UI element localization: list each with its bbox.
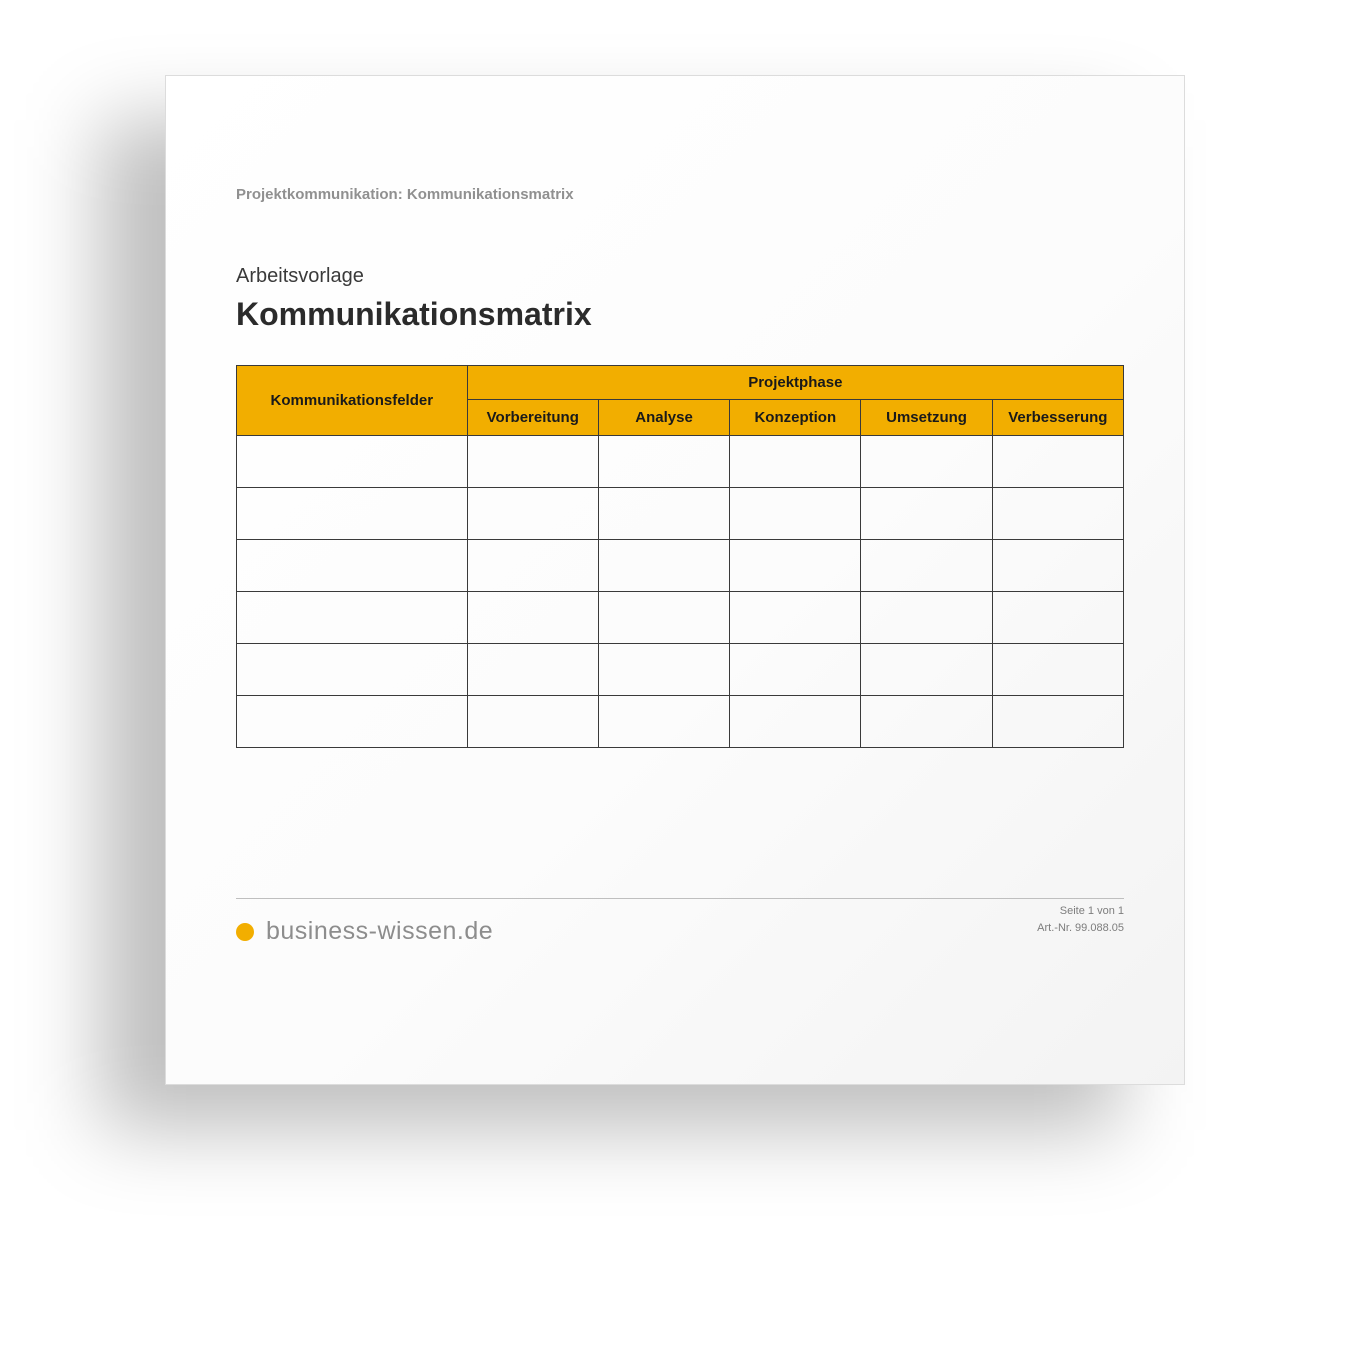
table-cell <box>992 488 1123 540</box>
table-cell <box>730 592 861 644</box>
table-cell <box>598 696 729 748</box>
col-header-umsetzung: Umsetzung <box>861 400 992 436</box>
breadcrumb: Projektkommunikation: Kommunikationsmatr… <box>236 186 1124 203</box>
table-cell <box>992 436 1123 488</box>
table-cell <box>467 488 598 540</box>
footer-meta: Seite 1 von 1 Art.-Nr. 99.088.05 <box>1037 903 1124 936</box>
table-cell <box>467 592 598 644</box>
table-cell <box>992 696 1123 748</box>
table-cell <box>237 644 468 696</box>
row-header: Kommunikationsfelder <box>237 366 468 436</box>
table-cell <box>730 436 861 488</box>
table-cell <box>861 540 992 592</box>
footer-divider <box>236 898 1124 899</box>
table-cell <box>992 540 1123 592</box>
table-cell <box>237 436 468 488</box>
canvas: Projektkommunikation: Kommunikationsmatr… <box>0 0 1345 1345</box>
document-sheet: Projektkommunikation: Kommunikationsmatr… <box>165 75 1185 1085</box>
table-cell <box>861 436 992 488</box>
table-cell <box>861 696 992 748</box>
group-header-projektphase: Projektphase <box>467 366 1123 400</box>
table-cell <box>730 696 861 748</box>
document-subtitle: Arbeitsvorlage <box>236 265 1124 288</box>
table-cell <box>467 696 598 748</box>
table-cell <box>598 592 729 644</box>
table-cell <box>730 540 861 592</box>
table-row <box>237 644 1124 696</box>
table-cell <box>598 540 729 592</box>
table-cell <box>861 592 992 644</box>
brand-text: business-wissen.de <box>266 917 493 946</box>
document-title: Kommunikationsmatrix <box>236 296 1124 333</box>
col-header-verbesserung: Verbesserung <box>992 400 1123 436</box>
table-row <box>237 540 1124 592</box>
table-cell <box>861 488 992 540</box>
brand: business-wissen.de <box>236 917 493 946</box>
brand-dot-icon <box>236 923 254 941</box>
table-cell <box>237 696 468 748</box>
table-cell <box>237 488 468 540</box>
table-body <box>237 436 1124 748</box>
col-header-vorbereitung: Vorbereitung <box>467 400 598 436</box>
table-cell <box>467 540 598 592</box>
table-cell <box>237 592 468 644</box>
table-row <box>237 488 1124 540</box>
table-cell <box>861 644 992 696</box>
table-cell <box>730 488 861 540</box>
table-cell <box>467 644 598 696</box>
col-header-analyse: Analyse <box>598 400 729 436</box>
table-cell <box>730 644 861 696</box>
table-cell <box>598 644 729 696</box>
table-cell <box>598 488 729 540</box>
page-indicator: Seite 1 von 1 <box>1037 903 1124 920</box>
table-row <box>237 696 1124 748</box>
table-cell <box>598 436 729 488</box>
table-row <box>237 592 1124 644</box>
table-cell <box>467 436 598 488</box>
table-cell <box>992 644 1123 696</box>
table-row <box>237 436 1124 488</box>
table-header: Kommunikationsfelder Projektphase Vorber… <box>237 366 1124 436</box>
communication-matrix-table: Kommunikationsfelder Projektphase Vorber… <box>236 365 1124 748</box>
col-header-konzeption: Konzeption <box>730 400 861 436</box>
article-number: Art.-Nr. 99.088.05 <box>1037 920 1124 937</box>
table-cell <box>992 592 1123 644</box>
table-cell <box>237 540 468 592</box>
footer: business-wissen.de Seite 1 von 1 Art.-Nr… <box>236 917 1124 946</box>
